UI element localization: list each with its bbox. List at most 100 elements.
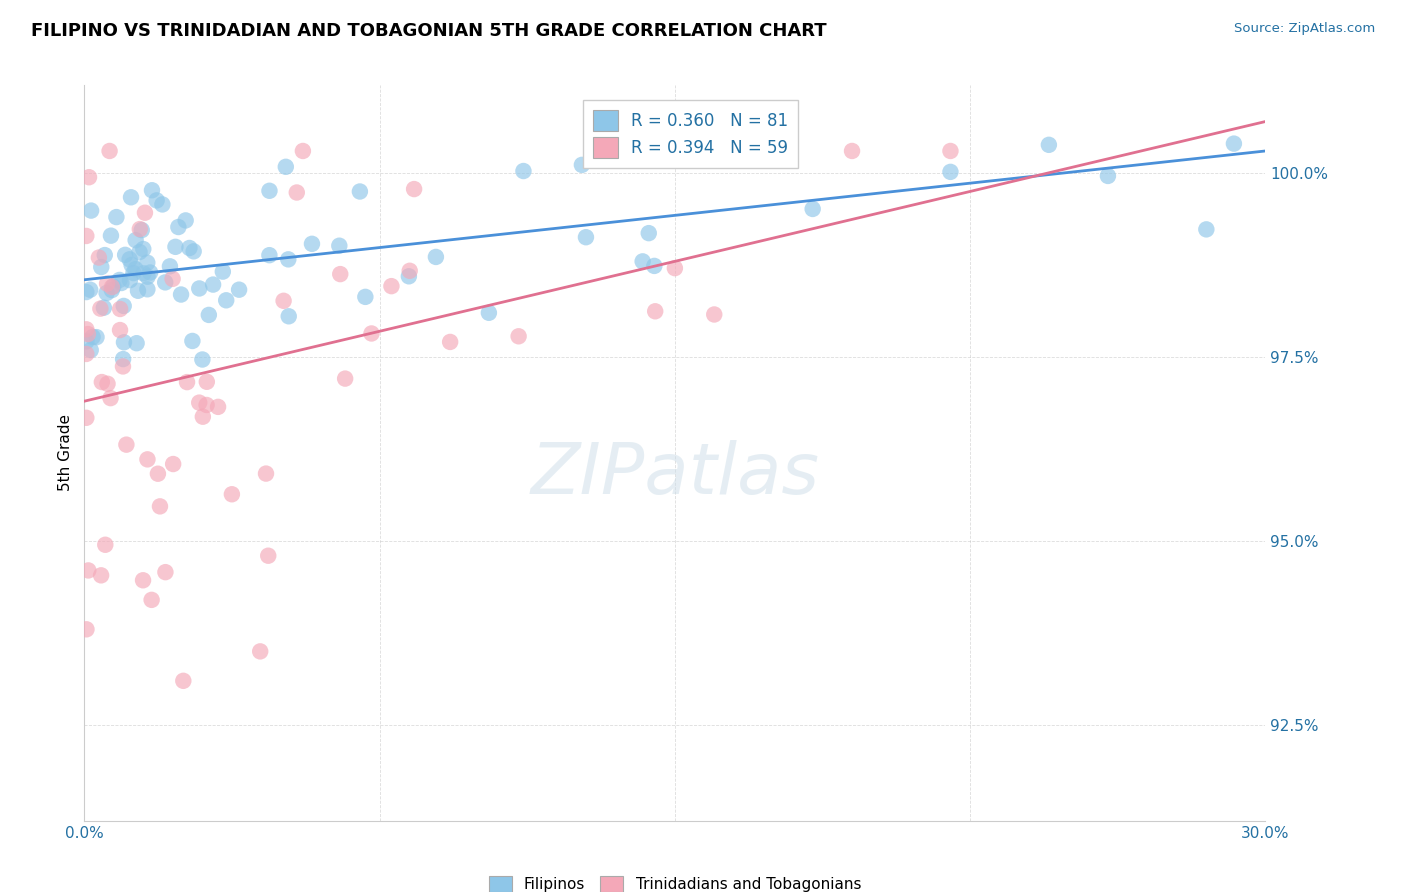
Point: [188, 281, 211, 295]
Point: [274, 160, 297, 174]
Point: [100, 228, 122, 243]
Point: [89, 301, 111, 316]
Point: [125, 336, 148, 351]
Point: [159, 260, 181, 274]
Point: [132, 266, 155, 280]
Text: ZIPatlas: ZIPatlas: [530, 441, 820, 509]
Point: [801, 202, 824, 216]
Point: [508, 329, 530, 343]
Point: [149, 500, 172, 514]
Point: [191, 352, 214, 367]
Point: [211, 264, 233, 278]
Point: [128, 222, 150, 236]
Point: [75, 322, 97, 336]
Point: [291, 144, 314, 158]
Point: [80, 343, 103, 357]
Point: [96, 376, 118, 391]
Point: [425, 250, 447, 264]
Point: [100, 391, 122, 405]
Point: [254, 467, 277, 481]
Point: [644, 304, 666, 318]
Text: FILIPINO VS TRINIDADIAN AND TOBAGONIAN 5TH GRADE CORRELATION CHART: FILIPINO VS TRINIDADIAN AND TOBAGONIAN 5…: [31, 22, 827, 40]
Point: [134, 205, 156, 219]
Point: [136, 452, 159, 467]
Point: [141, 592, 163, 607]
Point: [90, 375, 112, 389]
Point: [179, 241, 201, 255]
Point: [101, 283, 124, 297]
Point: [146, 467, 169, 481]
Point: [1195, 222, 1218, 236]
Point: [132, 574, 155, 588]
Point: [664, 261, 686, 276]
Point: [478, 306, 501, 320]
Point: [404, 182, 426, 196]
Point: [380, 279, 402, 293]
Point: [207, 400, 229, 414]
Point: [277, 310, 299, 324]
Point: [259, 184, 281, 198]
Point: [86, 330, 108, 344]
Point: [94, 538, 117, 552]
Point: [215, 293, 238, 308]
Point: [93, 301, 115, 315]
Point: [631, 254, 654, 268]
Point: [1038, 137, 1060, 152]
Point: [360, 326, 382, 341]
Point: [127, 284, 149, 298]
Point: [191, 409, 214, 424]
Point: [172, 673, 194, 688]
Point: [162, 457, 184, 471]
Point: [273, 293, 295, 308]
Point: [136, 282, 159, 296]
Point: [87, 251, 110, 265]
Point: [90, 260, 112, 274]
Point: [136, 255, 159, 269]
Point: [398, 269, 420, 284]
Point: [162, 272, 184, 286]
Point: [75, 410, 97, 425]
Point: [188, 395, 211, 409]
Point: [77, 170, 100, 185]
Point: [112, 335, 135, 350]
Point: [703, 308, 725, 322]
Point: [202, 277, 225, 292]
Point: [120, 190, 142, 204]
Point: [195, 375, 218, 389]
Point: [101, 280, 124, 294]
Point: [96, 277, 118, 291]
Point: [124, 233, 146, 247]
Point: [98, 144, 121, 158]
Point: [155, 565, 177, 579]
Point: [108, 273, 131, 287]
Point: [181, 334, 204, 348]
Point: [90, 568, 112, 582]
Point: [139, 265, 162, 279]
Point: [575, 230, 598, 244]
Point: [77, 564, 100, 578]
Point: [328, 238, 350, 252]
Point: [176, 375, 198, 389]
Legend: Filipinos, Trinidadians and Tobagonians: Filipinos, Trinidadians and Tobagonians: [481, 869, 869, 892]
Point: [118, 252, 141, 267]
Point: [111, 359, 134, 374]
Point: [195, 398, 218, 412]
Point: [112, 299, 135, 313]
Point: [512, 164, 534, 178]
Point: [118, 273, 141, 287]
Point: [939, 165, 962, 179]
Point: [228, 283, 250, 297]
Point: [128, 245, 150, 260]
Point: [108, 323, 131, 337]
Point: [75, 229, 97, 244]
Point: [77, 327, 100, 342]
Point: [122, 266, 145, 280]
Point: [124, 262, 146, 277]
Point: [637, 226, 659, 240]
Point: [571, 158, 593, 172]
Point: [94, 248, 117, 262]
Point: [398, 264, 420, 278]
Point: [939, 144, 962, 158]
Point: [152, 197, 174, 211]
Point: [285, 186, 308, 200]
